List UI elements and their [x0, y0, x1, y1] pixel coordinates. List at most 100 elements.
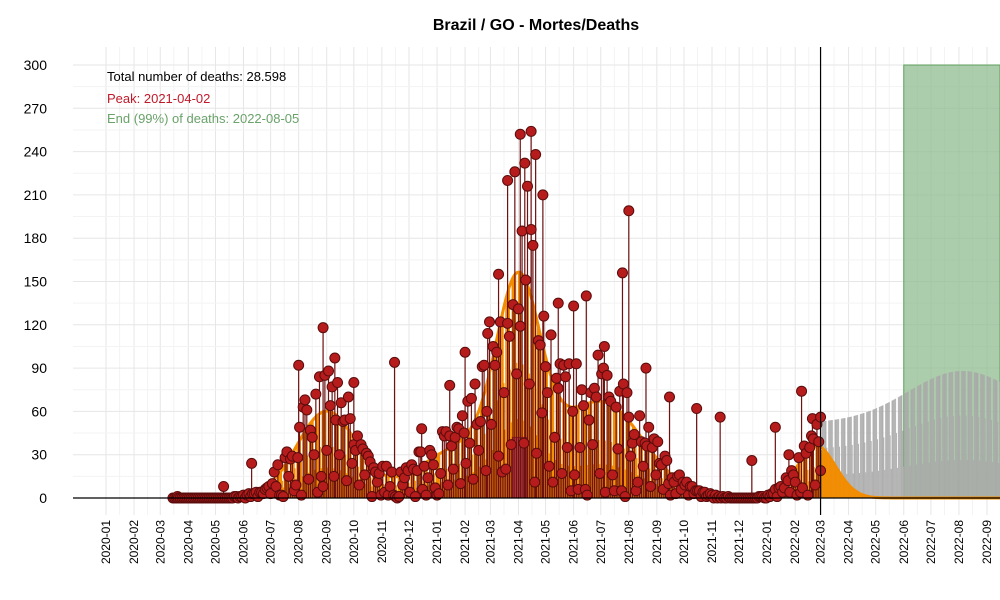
forecast-bar [962, 370, 964, 498]
observed-point [581, 489, 593, 501]
observed-point [537, 189, 549, 201]
observed-point [290, 479, 302, 491]
observed-point [277, 491, 289, 503]
observed-point [637, 460, 649, 472]
forecast-bar [918, 385, 920, 498]
forecast-bar [990, 377, 992, 498]
forecast-bar [868, 411, 870, 498]
forecast-bar [865, 472, 867, 498]
forecast-bar [923, 382, 925, 498]
observed-point [645, 480, 657, 492]
observed-point [505, 439, 517, 451]
forecast-bar [847, 417, 849, 498]
observed-point [661, 454, 673, 466]
forecast-bar [947, 460, 949, 498]
forecast-bar [893, 399, 895, 498]
forecast-bar [901, 395, 903, 498]
observed-point [552, 297, 564, 309]
forecast-bar [887, 402, 888, 498]
forecast-bar [896, 433, 897, 498]
forecast-bar [836, 419, 838, 498]
forecast-bar [940, 418, 942, 498]
observed-point [422, 472, 434, 484]
observed-point [366, 491, 378, 503]
x-tick-label: 2022-08 [952, 520, 966, 564]
observed-point [415, 446, 427, 458]
forecast-bar [996, 380, 998, 498]
observed-point [294, 421, 306, 433]
observed-point [746, 454, 758, 466]
observed-point [569, 469, 581, 481]
observed-point [607, 469, 619, 481]
forecast-bar [912, 388, 914, 498]
y-tick-label: 60 [31, 403, 47, 419]
observed-point [293, 359, 305, 371]
forecast-bar [929, 379, 931, 498]
observed-point [329, 352, 341, 364]
observed-point [426, 449, 438, 461]
forecast-bar [943, 374, 945, 498]
observed-point [502, 317, 514, 329]
observed-point [335, 397, 347, 409]
forecast-bar [946, 416, 948, 498]
observed-point [623, 205, 635, 217]
forecast-bar [841, 418, 843, 498]
forecast-bar [932, 378, 934, 498]
x-tick-label: 2020-01 [99, 520, 113, 564]
forecast-bar [907, 391, 909, 498]
forecast-bar [882, 405, 884, 498]
observed-point [561, 441, 573, 453]
forecast-bar [942, 374, 944, 498]
forecast-bar [953, 415, 954, 498]
forecast-bar [879, 406, 881, 498]
forecast-bar [957, 371, 959, 498]
x-tick-label: 2020-04 [181, 520, 195, 564]
observed-point [556, 467, 568, 479]
forecast-bar [902, 430, 904, 498]
forecast-bar [974, 372, 976, 498]
x-tick-label: 2021-06 [567, 520, 581, 564]
observed-point [502, 174, 514, 186]
observed-point [458, 427, 470, 439]
observed-point [580, 290, 592, 302]
forecast-bar [910, 389, 912, 498]
forecast-bar [944, 373, 946, 498]
forecast-bar [873, 409, 875, 498]
forecast-bar [966, 459, 968, 498]
x-tick-label: 2021-08 [622, 520, 636, 564]
forecast-bar [889, 435, 891, 498]
forecast-bar [878, 406, 880, 498]
forecast-bar [995, 379, 997, 498]
forecast-bar [938, 375, 940, 498]
y-tick-label: 30 [31, 447, 47, 463]
forecast-bar [953, 460, 955, 498]
observed-point [623, 411, 635, 423]
forecast-bar [877, 439, 878, 498]
observed-point [809, 479, 821, 491]
observed-point [628, 428, 640, 440]
observed-point [511, 368, 523, 380]
forecast-bar [898, 396, 900, 498]
forecast-bar [963, 370, 964, 498]
forecast-bar [987, 376, 989, 498]
observed-point [467, 473, 479, 485]
forecast-bar [931, 378, 933, 498]
observed-point [570, 358, 582, 370]
forecast-bar [899, 396, 901, 498]
observed-point [612, 443, 624, 455]
observed-point [353, 479, 365, 491]
forecast-bar [933, 377, 935, 498]
x-tick-label: 2020-03 [153, 520, 167, 564]
observed-point [498, 387, 510, 399]
x-tick-label: 2021-07 [594, 520, 608, 564]
forecast-bar [935, 376, 937, 498]
observed-point [640, 362, 652, 374]
forecast-bar [867, 411, 869, 498]
observed-point [616, 267, 628, 279]
forecast-bar [993, 379, 995, 498]
forecast-bar [905, 393, 907, 498]
observed-point [393, 491, 405, 503]
forecast-bar [853, 415, 855, 498]
observed-point [512, 303, 524, 315]
forecast-bar [985, 461, 987, 498]
